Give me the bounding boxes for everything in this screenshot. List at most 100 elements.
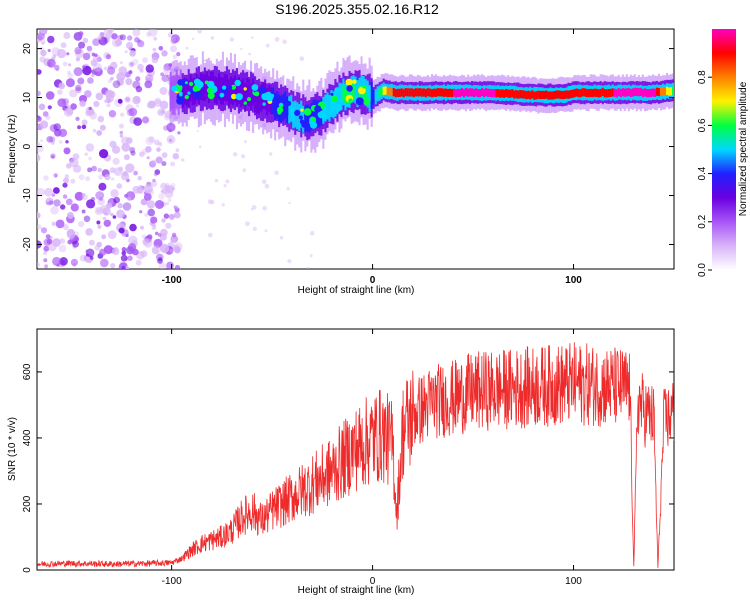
noise-speck (60, 204, 66, 210)
noise-speck (210, 36, 215, 40)
noise-speck (84, 152, 88, 156)
ridge-cell (575, 88, 578, 97)
noise-speck (139, 210, 143, 214)
noise-speck (44, 187, 54, 197)
ridge-cell (531, 90, 534, 99)
noise-speck (40, 139, 44, 143)
ridge-blob (294, 109, 301, 116)
noise-speck (127, 255, 133, 261)
noise-speck (240, 48, 243, 51)
noise-speck (160, 72, 165, 77)
ridge-cell (601, 87, 604, 96)
chart-title: S196.2025.355.02.16.R12 (275, 1, 439, 17)
ridge-cell (362, 87, 365, 102)
ridge-cell (380, 87, 383, 96)
ridge-cell (262, 93, 265, 108)
noise-speck (127, 243, 137, 252)
noise-speck (85, 248, 95, 258)
noise-speck (53, 173, 58, 178)
noise-speck (118, 123, 124, 129)
colorbar-tick-label: 0.6 (697, 118, 708, 132)
ridge-cell (412, 89, 415, 98)
noise-speck (124, 194, 128, 198)
ridge-blob (334, 87, 339, 92)
ridge-cell (613, 88, 616, 97)
noise-speck (41, 41, 45, 45)
ridge-cell (495, 89, 498, 98)
noise-speck (275, 129, 279, 133)
ridge-cell (169, 83, 172, 98)
noise-speck (133, 117, 142, 126)
noise-speck (282, 39, 287, 44)
noise-speck (162, 66, 167, 71)
noise-speck (98, 174, 104, 180)
noise-speck (158, 256, 163, 261)
ridge-blob (189, 81, 194, 87)
ridge-cell (541, 90, 544, 99)
ridge-cell (593, 88, 596, 97)
noise-speck (88, 106, 92, 111)
noise-speck (288, 201, 291, 205)
noise-speck (70, 258, 78, 266)
ridge-cell (597, 89, 600, 98)
noise-speck (42, 111, 49, 117)
y-tick-label: 20 (22, 43, 33, 55)
noise-speck (49, 136, 56, 143)
noise-speck (111, 33, 118, 40)
noise-speck (147, 100, 156, 109)
ridge-blob (358, 86, 366, 95)
noise-speck (264, 183, 270, 189)
ridge-cell (189, 74, 192, 102)
noise-speck (105, 54, 112, 60)
noise-speck (207, 199, 213, 204)
ridge-blob (366, 88, 370, 93)
y-tick-label: 200 (22, 495, 33, 512)
noise-speck (47, 58, 56, 68)
ridge-cell (659, 87, 663, 96)
ridge-cell (338, 82, 341, 110)
noise-speck (51, 221, 57, 227)
noise-speck (143, 184, 153, 194)
noise-speck (116, 209, 125, 219)
ridge-cell (672, 86, 674, 95)
x-tick-label: 100 (565, 576, 582, 587)
noise-speck (62, 194, 68, 199)
spectrogram-ylabel: Frequency (Hz) (7, 115, 18, 184)
noise-speck (127, 35, 133, 41)
ridge-blob (207, 92, 215, 100)
ridge-cell (573, 89, 576, 98)
noise-speck (62, 182, 68, 188)
noise-speck (169, 248, 174, 253)
ridge-cell (185, 80, 188, 96)
y-tick-label: 600 (22, 363, 33, 380)
ridge-blob (279, 103, 283, 106)
ridge-blob (206, 87, 214, 94)
noise-speck (238, 115, 243, 120)
ridge-cell (274, 94, 277, 110)
noise-speck (166, 135, 176, 144)
noise-speck (98, 182, 107, 191)
noise-speck (103, 29, 113, 38)
ridge-cell (225, 80, 229, 95)
noise-speck (82, 52, 91, 61)
ridge-cell (489, 88, 492, 98)
ridge-cell (551, 91, 554, 100)
ridge-cell (246, 86, 249, 102)
ridge-cell (422, 88, 425, 97)
ridge-cell (430, 89, 434, 98)
ridge-blob (243, 87, 247, 91)
noise-speck (72, 153, 80, 161)
snr-xlabel: Height of straight line (km) (298, 585, 415, 596)
noise-speck (161, 218, 166, 223)
ridge-cell (438, 88, 442, 97)
noise-speck (116, 183, 123, 189)
noise-speck (85, 228, 93, 236)
noise-speck (117, 34, 124, 41)
noise-speck (141, 234, 147, 239)
noise-speck (37, 188, 45, 197)
ridge-cell (467, 88, 470, 97)
ridge-cell (376, 91, 379, 100)
ridge-cell (344, 89, 347, 104)
noise-speck (63, 107, 74, 117)
noise-speck (88, 239, 95, 246)
